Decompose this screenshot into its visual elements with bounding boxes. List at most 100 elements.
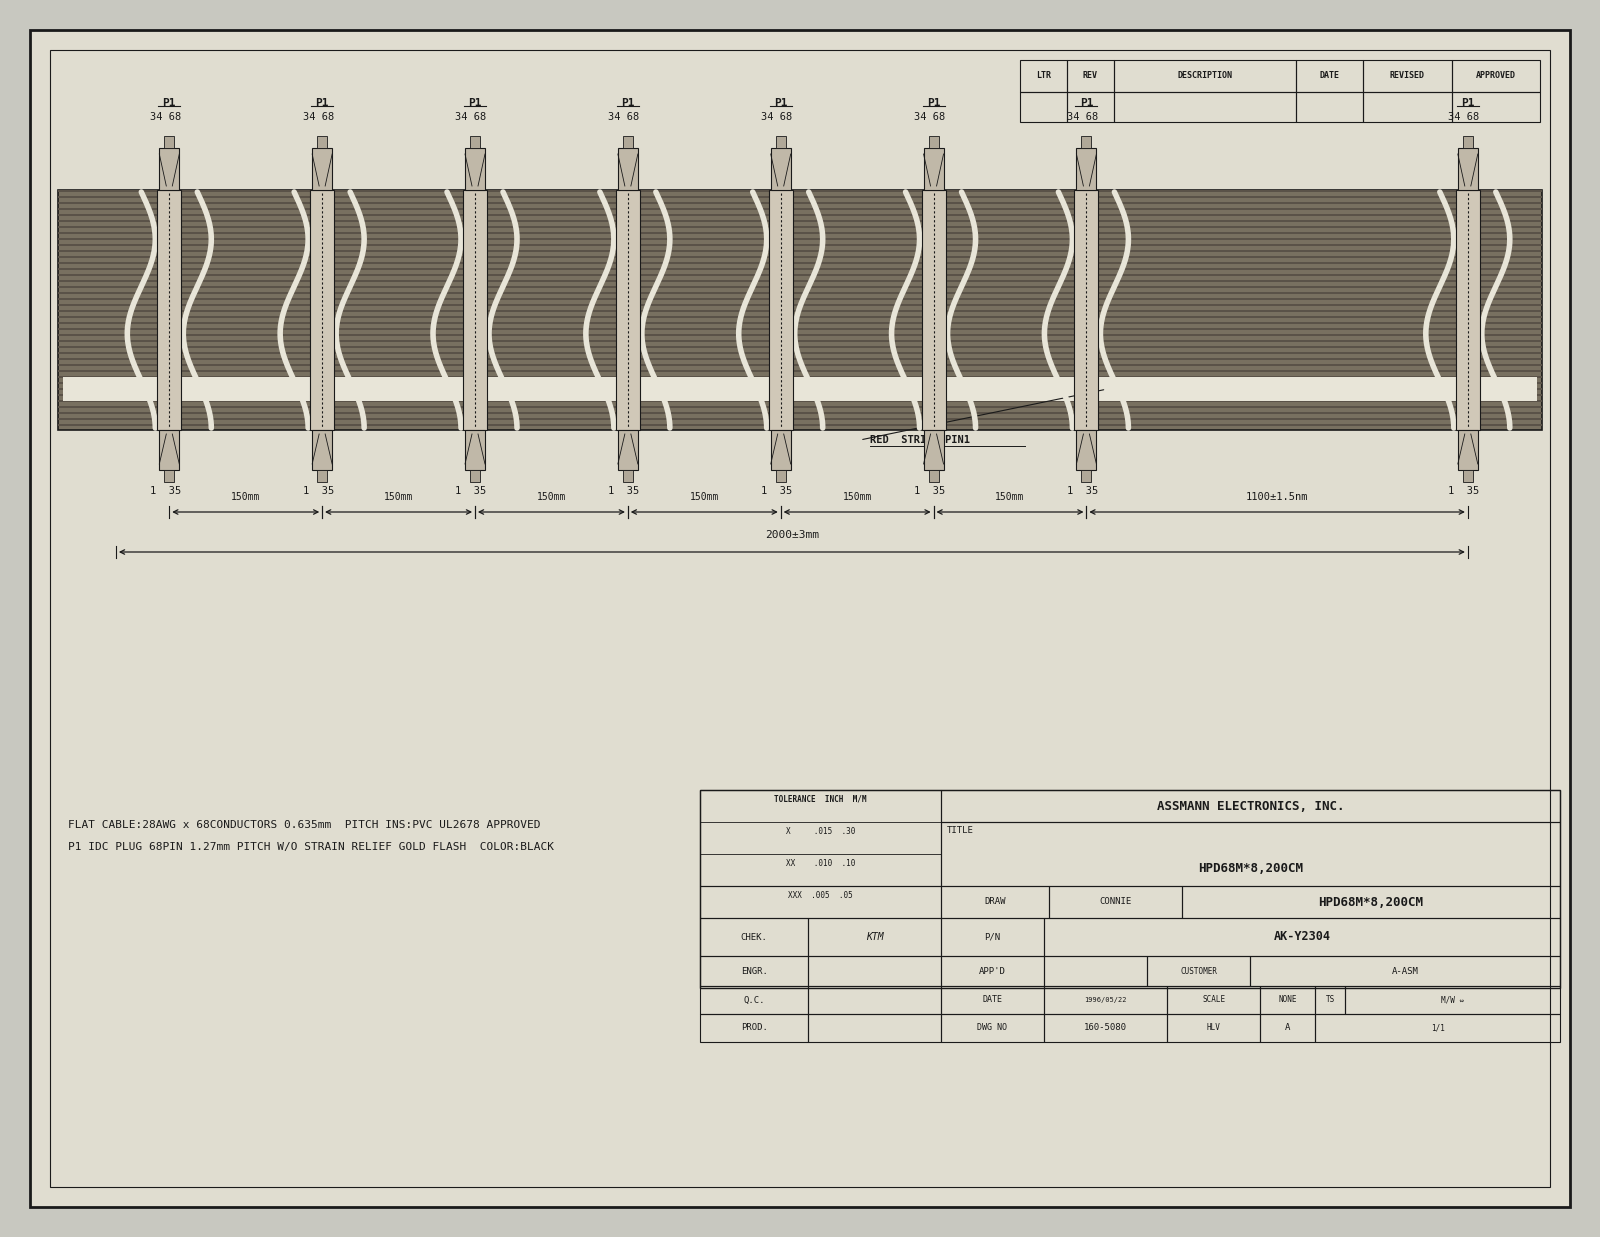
Bar [923,430,944,470]
Bar [1168,986,1261,1014]
Bar [466,148,485,190]
Text: 34 68: 34 68 [762,113,792,122]
Text: P1: P1 [163,98,176,108]
Text: M/W ⇔: M/W ⇔ [1442,996,1464,1004]
Text: 34 68: 34 68 [1067,113,1098,122]
Bar [58,220,1542,221]
Text: XX    .010  .10: XX .010 .10 [786,858,854,868]
Bar [62,377,1538,401]
Bar [1082,136,1091,148]
Bar [1043,956,1147,986]
Bar [771,430,790,470]
Bar [1114,61,1296,92]
Bar [928,136,939,148]
Text: CHEK.: CHEK. [741,933,768,941]
Text: APP'D: APP'D [979,966,1006,976]
Bar [1067,61,1114,92]
Text: P1 IDC PLUG 68PIN 1.27mm PITCH W/O STRAIN RELIEF GOLD FLASH  COLOR:BLACK: P1 IDC PLUG 68PIN 1.27mm PITCH W/O STRAI… [67,842,554,852]
Text: X     .015  .30: X .015 .30 [786,828,854,836]
Bar [165,470,174,482]
Bar [160,148,179,190]
Bar [941,790,1560,823]
Bar [1462,136,1472,148]
Bar [1315,1014,1560,1042]
Bar [1251,956,1560,986]
Bar [1043,1014,1168,1042]
Bar [58,292,1542,294]
Text: DRAW: DRAW [984,898,1006,907]
Bar [58,400,1542,402]
Bar [58,275,1542,276]
Bar [1296,61,1363,92]
Bar [58,395,1542,396]
Bar [58,208,1542,210]
Bar [1458,148,1478,190]
Bar [1451,61,1539,92]
Bar [1147,956,1251,986]
Bar [1082,470,1091,482]
Text: TITLE: TITLE [947,826,974,835]
Bar [1168,1014,1261,1042]
Bar [1261,1014,1315,1042]
Text: 34 68: 34 68 [608,113,640,122]
Text: 34 68: 34 68 [150,113,181,122]
Text: KTM: KTM [866,931,883,943]
Text: DWG NO: DWG NO [978,1023,1008,1033]
Text: Q.C.: Q.C. [744,996,765,1004]
Bar [58,214,1542,216]
Text: P1: P1 [1461,98,1475,108]
Bar [941,886,1050,918]
Bar [1077,430,1096,470]
Text: 1  35: 1 35 [1448,486,1480,496]
Text: 150mm: 150mm [690,492,718,502]
Text: RED  STRIPE PIN1: RED STRIPE PIN1 [870,435,970,445]
Bar [165,136,174,148]
Text: FLAT CABLE:28AWG x 68CONDUCTORS 0.635mm  PITCH INS:PVC UL2678 APPROVED: FLAT CABLE:28AWG x 68CONDUCTORS 0.635mm … [67,820,541,830]
Bar [771,148,790,190]
Bar [928,470,939,482]
Text: P1: P1 [469,98,482,108]
Bar [1363,61,1451,92]
Bar [1458,430,1478,470]
Bar [701,1014,808,1042]
Bar [310,190,334,430]
Bar [317,470,326,482]
Bar [618,430,638,470]
Bar [1181,886,1560,918]
Bar [776,136,786,148]
Text: 34 68: 34 68 [1448,113,1480,122]
Bar [701,918,808,956]
Bar [1315,986,1346,1014]
Bar [1077,148,1096,190]
Text: 1  35: 1 35 [762,486,792,496]
Bar [1346,986,1560,1014]
Bar [58,286,1542,288]
Bar [1021,92,1067,122]
Bar [58,315,1542,318]
Bar [1075,190,1099,430]
Bar [1043,918,1560,956]
Bar [808,918,941,956]
Text: TS: TS [1326,996,1334,1004]
Text: P/N: P/N [984,933,1000,941]
Bar [58,190,1542,192]
Bar [466,430,485,470]
Bar [701,886,941,918]
Text: 1  35: 1 35 [302,486,334,496]
Text: CONNIE: CONNIE [1099,898,1131,907]
Bar [58,310,1542,312]
Text: REV: REV [1083,72,1098,80]
Text: 150mm: 150mm [536,492,566,502]
Bar [808,986,941,1014]
Text: P1: P1 [926,98,941,108]
Bar [58,357,1542,360]
Text: 34 68: 34 68 [302,113,334,122]
Bar [1456,190,1480,430]
Text: P1: P1 [621,98,635,108]
Text: DESCRIPTION: DESCRIPTION [1178,72,1232,80]
Bar [312,430,333,470]
Text: 34 68: 34 68 [456,113,486,122]
Text: 2000±3mm: 2000±3mm [765,529,819,541]
Text: A-ASM: A-ASM [1392,966,1419,976]
Bar [1462,470,1472,482]
